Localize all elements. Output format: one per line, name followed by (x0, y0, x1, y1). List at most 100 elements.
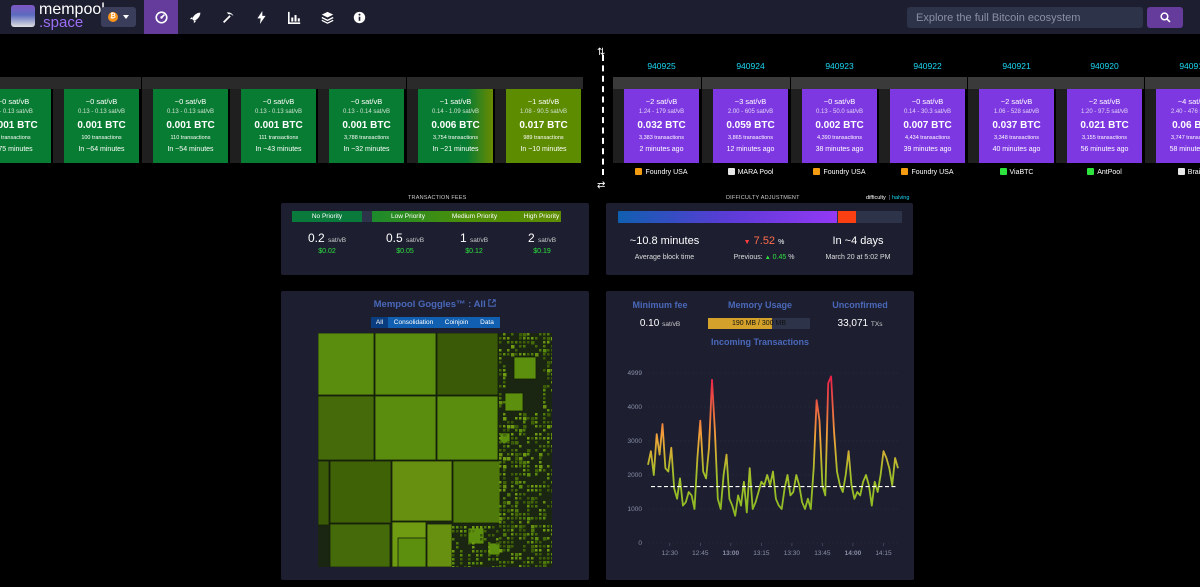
transaction-square[interactable] (547, 377, 550, 380)
transaction-square[interactable] (523, 513, 526, 516)
transaction-square[interactable] (543, 369, 546, 372)
transaction-square[interactable] (551, 421, 552, 424)
transaction-square[interactable] (519, 497, 522, 500)
transaction-square[interactable] (551, 389, 552, 392)
transaction-square[interactable] (511, 433, 514, 436)
transaction-square[interactable] (523, 341, 526, 344)
transaction-square[interactable] (523, 337, 526, 340)
transaction-square[interactable] (519, 533, 522, 536)
transaction-square[interactable] (527, 509, 530, 512)
transaction-square[interactable] (488, 558, 491, 561)
block-pool[interactable]: AntPool (1067, 168, 1142, 176)
transaction-square[interactable] (499, 513, 502, 516)
transaction-square[interactable] (452, 530, 455, 533)
transaction-square[interactable] (535, 345, 538, 348)
transaction-square[interactable] (511, 525, 515, 529)
transaction-square[interactable] (547, 485, 550, 488)
transaction-square[interactable] (507, 501, 511, 505)
transaction-square[interactable] (515, 449, 518, 452)
transaction-square[interactable] (523, 545, 526, 548)
transaction-square[interactable] (543, 333, 546, 336)
tab-docs[interactable] (310, 0, 344, 34)
mined-block[interactable]: ~0 sat/vB 0.14 - 30.3 sat/vB 0.007 BTC 4,43… (879, 77, 1004, 163)
transaction-square[interactable] (539, 425, 542, 428)
transaction-square[interactable] (515, 477, 519, 481)
block-height-link[interactable]: 940921 (1002, 61, 1031, 71)
transaction-square[interactable] (551, 525, 552, 528)
transaction-square[interactable] (499, 481, 502, 484)
transaction-square[interactable] (318, 333, 375, 396)
transaction-square[interactable] (539, 517, 542, 520)
transaction-square[interactable] (543, 501, 546, 504)
transaction-square[interactable] (527, 521, 530, 524)
transaction-square[interactable] (507, 441, 510, 444)
incoming-transactions-title[interactable]: Incoming Transactions (710, 337, 810, 347)
transaction-square[interactable] (543, 485, 546, 488)
mined-block[interactable]: ~0 sat/vB 0.13 - 50.0 sat/vB 0.002 BTC 4,39… (791, 77, 916, 163)
transaction-square[interactable] (507, 537, 510, 540)
transaction-square[interactable] (499, 449, 502, 452)
block-height-link[interactable]: 940922 (913, 61, 942, 71)
transaction-square[interactable] (531, 341, 535, 345)
transaction-square[interactable] (484, 550, 487, 553)
transaction-square[interactable] (535, 353, 539, 357)
filter-data[interactable]: Data (474, 317, 500, 328)
transaction-square[interactable] (511, 561, 514, 564)
transaction-square[interactable] (551, 449, 552, 453)
transaction-square[interactable] (507, 457, 511, 461)
transaction-square[interactable] (535, 473, 538, 476)
transaction-square[interactable] (543, 397, 546, 400)
block-height-link[interactable]: 940924 (736, 61, 765, 71)
transaction-square[interactable] (547, 557, 550, 560)
transaction-square[interactable] (499, 457, 502, 460)
transaction-square[interactable] (547, 385, 550, 388)
transaction-square[interactable] (499, 505, 502, 508)
transaction-square[interactable] (551, 557, 552, 560)
transaction-square[interactable] (523, 481, 526, 484)
transaction-square[interactable] (460, 530, 463, 533)
transaction-square[interactable] (543, 545, 546, 548)
transaction-square[interactable] (535, 465, 538, 468)
transaction-square[interactable] (535, 501, 538, 504)
transaction-square[interactable] (515, 457, 519, 461)
transaction-square[interactable] (503, 565, 506, 567)
transaction-square[interactable] (515, 493, 518, 496)
transaction-square[interactable] (543, 401, 546, 404)
transaction-square[interactable] (531, 517, 534, 520)
transaction-square[interactable] (551, 349, 552, 352)
transaction-square[interactable] (515, 473, 518, 476)
transaction-square[interactable] (535, 517, 538, 520)
transaction-square[interactable] (511, 437, 514, 440)
transaction-square[interactable] (507, 349, 510, 352)
block-pool[interactable]: Foundry USA (890, 168, 965, 176)
transaction-square[interactable] (551, 533, 552, 536)
transaction-square[interactable] (511, 341, 514, 344)
transaction-square[interactable] (519, 485, 523, 489)
transaction-square[interactable] (511, 541, 514, 544)
transaction-square[interactable] (551, 369, 552, 372)
transaction-square[interactable] (503, 481, 507, 485)
transaction-square[interactable] (531, 529, 535, 533)
transaction-square[interactable] (515, 501, 519, 505)
transaction-square[interactable] (523, 417, 527, 421)
mempool-block[interactable]: ~1 sat/vB 1.08 - 90.5 sat/vB 0.017 BTC 989 … (495, 77, 620, 163)
transaction-square[interactable] (460, 534, 463, 537)
transaction-square[interactable] (547, 445, 550, 448)
transaction-square[interactable] (436, 395, 499, 461)
block-pool[interactable]: MARA Pool (713, 168, 788, 176)
transaction-square[interactable] (551, 381, 552, 384)
transaction-square[interactable] (547, 413, 551, 417)
transaction-square[interactable] (535, 525, 538, 528)
transaction-square[interactable] (499, 393, 502, 396)
transaction-square[interactable] (519, 445, 522, 448)
transaction-square[interactable] (547, 437, 550, 440)
transaction-square[interactable] (488, 550, 491, 553)
transaction-square[interactable] (539, 513, 542, 516)
transaction-square[interactable] (543, 513, 547, 517)
transaction-square[interactable] (531, 557, 534, 560)
mempool-block[interactable]: ~0 sat/vB 0.13 - 0.13 sat/vB 0.001 BTC 100 … (53, 77, 178, 163)
transaction-square[interactable] (426, 523, 453, 567)
transaction-square[interactable] (511, 473, 514, 476)
transaction-square[interactable] (464, 534, 467, 537)
transaction-square[interactable] (539, 461, 542, 464)
